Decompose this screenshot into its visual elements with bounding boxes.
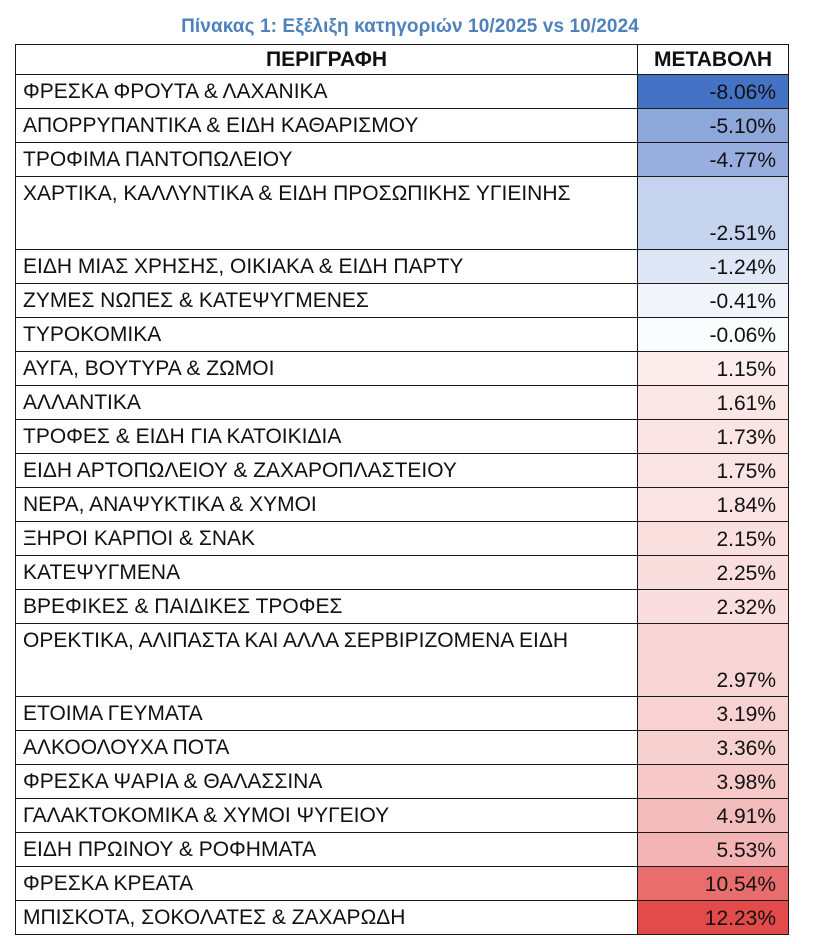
table-header-row: ΠΕΡΙΓΡΑΦΗ ΜΕΤΑΒΟΛΗ [15,44,789,75]
change-value: 2.15% [637,521,789,556]
header-description: ΠΕΡΙΓΡΑΦΗ [15,44,638,75]
table-row: ΞΗΡΟΙ ΚΑΡΠΟΙ & ΣΝΑΚ 2.15% [15,521,789,556]
table-body: ΦΡΕΣΚΑ ΦΡΟΥΤΑ & ΛΑΧΑΝΙΚΑ -8.06% ΑΠΟΡΡΥΠΑΝΤ… [15,74,789,935]
table-row: ΜΠΙΣΚΟΤΑ, ΣΟΚΟΛΑΤΕΣ & ΖΑΧΑΡΩΔΗ 12.23% [15,900,789,935]
change-value: -2.51% [637,176,789,250]
category-label: ΕΤΟΙΜΑ ΓΕΥΜΑΤΑ [15,696,638,731]
category-change-table: ΠΕΡΙΓΡΑΦΗ ΜΕΤΑΒΟΛΗ ΦΡΕΣΚΑ ΦΡΟΥΤΑ & ΛΑΧΑΝ… [15,44,789,935]
table-row: ΑΠΟΡΡΥΠΑΝΤΙΚΑ & ΕΙΔΗ ΚΑΘΑΡΙΣΜΟΥ -5.10% [15,108,789,143]
change-value: -0.41% [637,283,789,318]
change-value: 4.91% [637,798,789,833]
category-label: ΑΠΟΡΡΥΠΑΝΤΙΚΑ & ΕΙΔΗ ΚΑΘΑΡΙΣΜΟΥ [15,108,638,143]
table-row: ΖΥΜΕΣ ΝΩΠΕΣ & ΚΑΤΕΨΥΓΜΕΝΕΣ -0.41% [15,283,789,318]
category-label: ΜΠΙΣΚΟΤΑ, ΣΟΚΟΛΑΤΕΣ & ΖΑΧΑΡΩΔΗ [15,900,638,935]
change-value: 1.84% [637,487,789,522]
category-label: ΦΡΕΣΚΑ ΚΡΕΑΤΑ [15,866,638,901]
category-label: ΝΕΡΑ, ΑΝΑΨΥΚΤΙΚΑ & ΧΥΜΟΙ [15,487,638,522]
category-label: ΧΑΡΤΙΚΑ, ΚΑΛΛΥΝΤΙΚΑ & ΕΙΔΗ ΠΡΟΣΩΠΙΚΗΣ ΥΓ… [15,176,638,250]
change-value: 12.23% [637,900,789,935]
table-row: ΑΥΓΑ, ΒΟΥΤΥΡΑ & ΖΩΜΟΙ 1.15% [15,351,789,386]
table-row: ΑΛΚΟΟΛΟΥΧΑ ΠΟΤΑ 3.36% [15,730,789,765]
category-label: ΕΙΔΗ ΠΡΩΙΝΟΥ & ΡΟΦΗΜΑΤΑ [15,832,638,867]
change-value: -5.10% [637,108,789,143]
category-label: ΒΡΕΦΙΚΕΣ & ΠΑΙΔΙΚΕΣ ΤΡΟΦΕΣ [15,589,638,624]
category-label: ΑΛΚΟΟΛΟΥΧΑ ΠΟΤΑ [15,730,638,765]
change-value: 3.98% [637,764,789,799]
change-value: 2.97% [637,623,789,697]
table-row: ΟΡΕΚΤΙΚΑ, ΑΛΙΠΑΣΤΑ ΚΑΙ ΑΛΛΑ ΣΕΡΒΙΡΙΖΟΜΕΝ… [15,623,789,697]
category-label: ΤΡΟΦΕΣ & ΕΙΔΗ ΓΙΑ ΚΑΤΟΙΚΙΔΙΑ [15,419,638,454]
change-value: 5.53% [637,832,789,867]
change-value: -1.24% [637,249,789,284]
change-value: -4.77% [637,142,789,177]
table-row: ΒΡΕΦΙΚΕΣ & ΠΑΙΔΙΚΕΣ ΤΡΟΦΕΣ 2.32% [15,589,789,624]
change-value: 2.25% [637,555,789,590]
category-label: ΕΙΔΗ ΜΙΑΣ ΧΡΗΣΗΣ, ΟΙΚΙΑΚΑ & ΕΙΔΗ ΠΑΡΤΥ [15,249,638,284]
table-row: ΕΙΔΗ ΑΡΤΟΠΩΛΕΙΟΥ & ΖΑΧΑΡΟΠΛΑΣΤΕΙΟΥ 1.75% [15,453,789,488]
category-label: ΖΥΜΕΣ ΝΩΠΕΣ & ΚΑΤΕΨΥΓΜΕΝΕΣ [15,283,638,318]
category-label: ΟΡΕΚΤΙΚΑ, ΑΛΙΠΑΣΤΑ ΚΑΙ ΑΛΛΑ ΣΕΡΒΙΡΙΖΟΜΕΝ… [15,623,638,697]
change-value: 10.54% [637,866,789,901]
change-value: 1.75% [637,453,789,488]
table-row: ΕΤΟΙΜΑ ΓΕΥΜΑΤΑ 3.19% [15,696,789,731]
table-row: ΓΑΛΑΚΤΟΚΟΜΙΚΑ & ΧΥΜΟΙ ΨΥΓΕΙΟΥ 4.91% [15,798,789,833]
table-row: ΕΙΔΗ ΜΙΑΣ ΧΡΗΣΗΣ, ΟΙΚΙΑΚΑ & ΕΙΔΗ ΠΑΡΤΥ -1… [15,249,789,284]
table-row: ΦΡΕΣΚΑ ΚΡΕΑΤΑ 10.54% [15,866,789,901]
change-value: 3.36% [637,730,789,765]
category-label: ΦΡΕΣΚΑ ΦΡΟΥΤΑ & ΛΑΧΑΝΙΚΑ [15,74,638,109]
change-value: 3.19% [637,696,789,731]
table-row: ΑΛΛΑΝΤΙΚΑ 1.61% [15,385,789,420]
category-label: ΑΥΓΑ, ΒΟΥΤΥΡΑ & ΖΩΜΟΙ [15,351,638,386]
category-label: ΕΙΔΗ ΑΡΤΟΠΩΛΕΙΟΥ & ΖΑΧΑΡΟΠΛΑΣΤΕΙΟΥ [15,453,638,488]
category-label: ΞΗΡΟΙ ΚΑΡΠΟΙ & ΣΝΑΚ [15,521,638,556]
category-label: ΚΑΤΕΨΥΓΜΕΝΑ [15,555,638,590]
category-label: ΦΡΕΣΚΑ ΨΑΡΙΑ & ΘΑΛΑΣΣΙΝΑ [15,764,638,799]
category-label: ΤΡΟΦΙΜΑ ΠΑΝΤΟΠΩΛΕΙΟΥ [15,142,638,177]
change-value: 1.73% [637,419,789,454]
change-value: 2.32% [637,589,789,624]
table-row: ΦΡΕΣΚΑ ΦΡΟΥΤΑ & ΛΑΧΑΝΙΚΑ -8.06% [15,74,789,109]
category-label: ΑΛΛΑΝΤΙΚΑ [15,385,638,420]
table-row: ΦΡΕΣΚΑ ΨΑΡΙΑ & ΘΑΛΑΣΣΙΝΑ 3.98% [15,764,789,799]
category-label: ΓΑΛΑΚΤΟΚΟΜΙΚΑ & ΧΥΜΟΙ ΨΥΓΕΙΟΥ [15,798,638,833]
table-row: ΝΕΡΑ, ΑΝΑΨΥΚΤΙΚΑ & ΧΥΜΟΙ 1.84% [15,487,789,522]
category-label: ΤΥΡΟΚΟΜΙΚΑ [15,317,638,352]
table-row: ΕΙΔΗ ΠΡΩΙΝΟΥ & ΡΟΦΗΜΑΤΑ 5.53% [15,832,789,867]
change-value: 1.15% [637,351,789,386]
table-caption: Πίνακας 1: Εξέλιξη κατηγοριών 10/2025 vs… [181,16,639,37]
change-value: -8.06% [637,74,789,109]
table-row: ΤΥΡΟΚΟΜΙΚΑ -0.06% [15,317,789,352]
table-row: ΤΡΟΦΕΣ & ΕΙΔΗ ΓΙΑ ΚΑΤΟΙΚΙΔΙΑ 1.73% [15,419,789,454]
change-value: -0.06% [637,317,789,352]
table-row: ΚΑΤΕΨΥΓΜΕΝΑ 2.25% [15,555,789,590]
table-row: ΤΡΟΦΙΜΑ ΠΑΝΤΟΠΩΛΕΙΟΥ -4.77% [15,142,789,177]
table-row: ΧΑΡΤΙΚΑ, ΚΑΛΛΥΝΤΙΚΑ & ΕΙΔΗ ΠΡΟΣΩΠΙΚΗΣ ΥΓ… [15,176,789,250]
header-change: ΜΕΤΑΒΟΛΗ [637,44,789,75]
change-value: 1.61% [637,385,789,420]
